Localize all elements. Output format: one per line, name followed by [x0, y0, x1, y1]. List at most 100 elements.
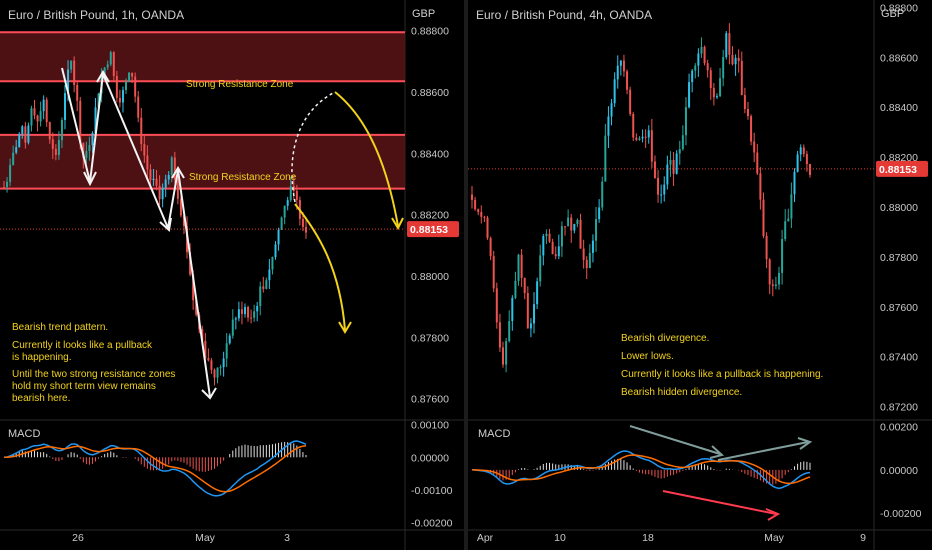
right-candle-body	[477, 209, 480, 213]
right-candle-body	[675, 153, 678, 174]
right-price-tick: 0.88200	[880, 152, 918, 164]
right-candle-body	[471, 194, 473, 200]
right-time-tick: 10	[554, 532, 566, 544]
left-candle-body	[88, 145, 91, 152]
right-candle-body	[774, 284, 777, 286]
left-zone-label-lower: Strong Resistance Zone	[189, 172, 297, 183]
right-macd-label: MACD	[478, 428, 511, 440]
right-candle-body	[601, 181, 604, 208]
left-candle-body	[259, 286, 262, 307]
right-candle-body	[579, 219, 582, 249]
left-candle-body	[9, 164, 12, 182]
right-candle-body	[719, 78, 722, 97]
right-candle-body	[790, 194, 793, 219]
left-candle-body	[173, 157, 176, 180]
right-candle-body	[650, 130, 653, 162]
left-arrow-head-5	[201, 387, 217, 400]
right-candle-body	[737, 57, 740, 62]
right-candle-body	[591, 240, 594, 253]
left-candle-body	[18, 133, 21, 148]
left-candle-body	[70, 60, 73, 70]
right-chart-title: Euro / British Pound, 4h, OANDA	[476, 8, 653, 22]
right-candle-body	[697, 53, 700, 66]
right-candle-body	[678, 149, 681, 154]
right-candle-body	[663, 184, 666, 195]
left-candle-body	[6, 181, 9, 188]
left-candle-body	[164, 179, 167, 188]
right-candle-body	[644, 136, 647, 138]
right-note-1: Bearish divergence.	[621, 333, 710, 344]
right-chart-panel[interactable]: 0.88153 0.88800 0.88600 0.88400 0.88200 0.880…	[468, 0, 932, 550]
left-candle-body	[250, 317, 253, 319]
left-chart-svg[interactable]: 0.88153 0.88800 0.88600 0.88400 0.88200 0.880…	[0, 0, 464, 550]
right-time-tick: Apr	[477, 532, 494, 544]
right-candle-body	[759, 173, 762, 200]
left-yellow-curve-lower	[294, 203, 346, 331]
left-candle-body	[134, 76, 137, 97]
left-candle-body	[201, 329, 204, 341]
right-candle-body	[489, 237, 492, 257]
left-candle-body	[128, 72, 131, 82]
right-candle-body	[514, 280, 517, 298]
right-macd-tick: -0.00200	[880, 508, 922, 520]
left-candle-body	[234, 318, 237, 320]
left-candle-body	[131, 72, 134, 77]
right-candle-body	[709, 70, 712, 89]
right-candle-body	[629, 89, 632, 114]
left-candle-body	[274, 244, 277, 258]
right-candle-body	[474, 199, 477, 210]
right-candle-body	[495, 288, 498, 323]
left-candle-body	[109, 52, 112, 65]
left-chart-panel[interactable]: 0.88153 0.88800 0.88600 0.88400 0.88200 0.880…	[0, 0, 464, 550]
left-candle-body	[216, 367, 219, 378]
left-resistance-zone-2	[0, 134, 405, 189]
right-candle-body	[523, 277, 526, 294]
right-candle-body	[666, 164, 669, 185]
left-candle-body	[140, 117, 143, 145]
right-candle-body	[762, 199, 765, 236]
left-candle-body	[67, 69, 70, 94]
left-candle-body	[240, 309, 243, 314]
left-candle-body	[158, 185, 161, 200]
left-candle-body	[57, 140, 60, 155]
left-white-arrow-3	[102, 73, 169, 229]
panel-divider[interactable]	[464, 0, 468, 550]
right-candle-body	[787, 218, 790, 222]
right-candle-body	[740, 61, 743, 96]
right-candle-body	[598, 207, 601, 220]
right-candle-body	[610, 103, 613, 117]
left-note-1: Bearish trend pattern.	[12, 322, 109, 333]
left-macd-label: MACD	[8, 428, 41, 440]
right-candle-body	[809, 164, 811, 175]
right-candle-body	[505, 341, 508, 365]
right-candle-body	[632, 113, 635, 138]
left-candle-body	[3, 187, 5, 189]
left-note-2: Currently it looks like a pullback	[12, 340, 153, 351]
right-candle-body	[799, 147, 802, 155]
left-resistance-zone-1	[0, 32, 405, 82]
right-red-divergence-line	[662, 490, 777, 515]
left-candle-body	[182, 215, 185, 227]
right-candle-body	[595, 219, 598, 241]
left-candle-body	[39, 111, 42, 122]
left-candle-body	[97, 93, 100, 108]
right-candle-body	[669, 159, 672, 165]
left-candle-body	[283, 205, 286, 218]
right-last-price-badge	[876, 160, 928, 177]
left-signal-line	[3, 445, 307, 493]
left-white-arrow-2	[89, 73, 104, 183]
left-white-arrow-5	[177, 169, 211, 398]
left-price-tick: 0.88800	[411, 26, 449, 38]
left-candle-body	[268, 269, 271, 281]
left-candle-body	[155, 178, 158, 186]
right-candle-body	[653, 161, 656, 178]
right-candle-body	[607, 116, 610, 136]
right-chart-svg[interactable]: 0.88153 0.88800 0.88600 0.88400 0.88200 0.880…	[468, 0, 932, 550]
left-candle-body	[213, 369, 216, 378]
right-candle-body	[560, 226, 563, 247]
right-candle-body	[743, 95, 746, 110]
right-candle-body	[771, 284, 774, 286]
right-price-tick: 0.88000	[880, 202, 918, 214]
right-candle-body	[498, 322, 501, 348]
left-candle-body	[12, 152, 15, 165]
